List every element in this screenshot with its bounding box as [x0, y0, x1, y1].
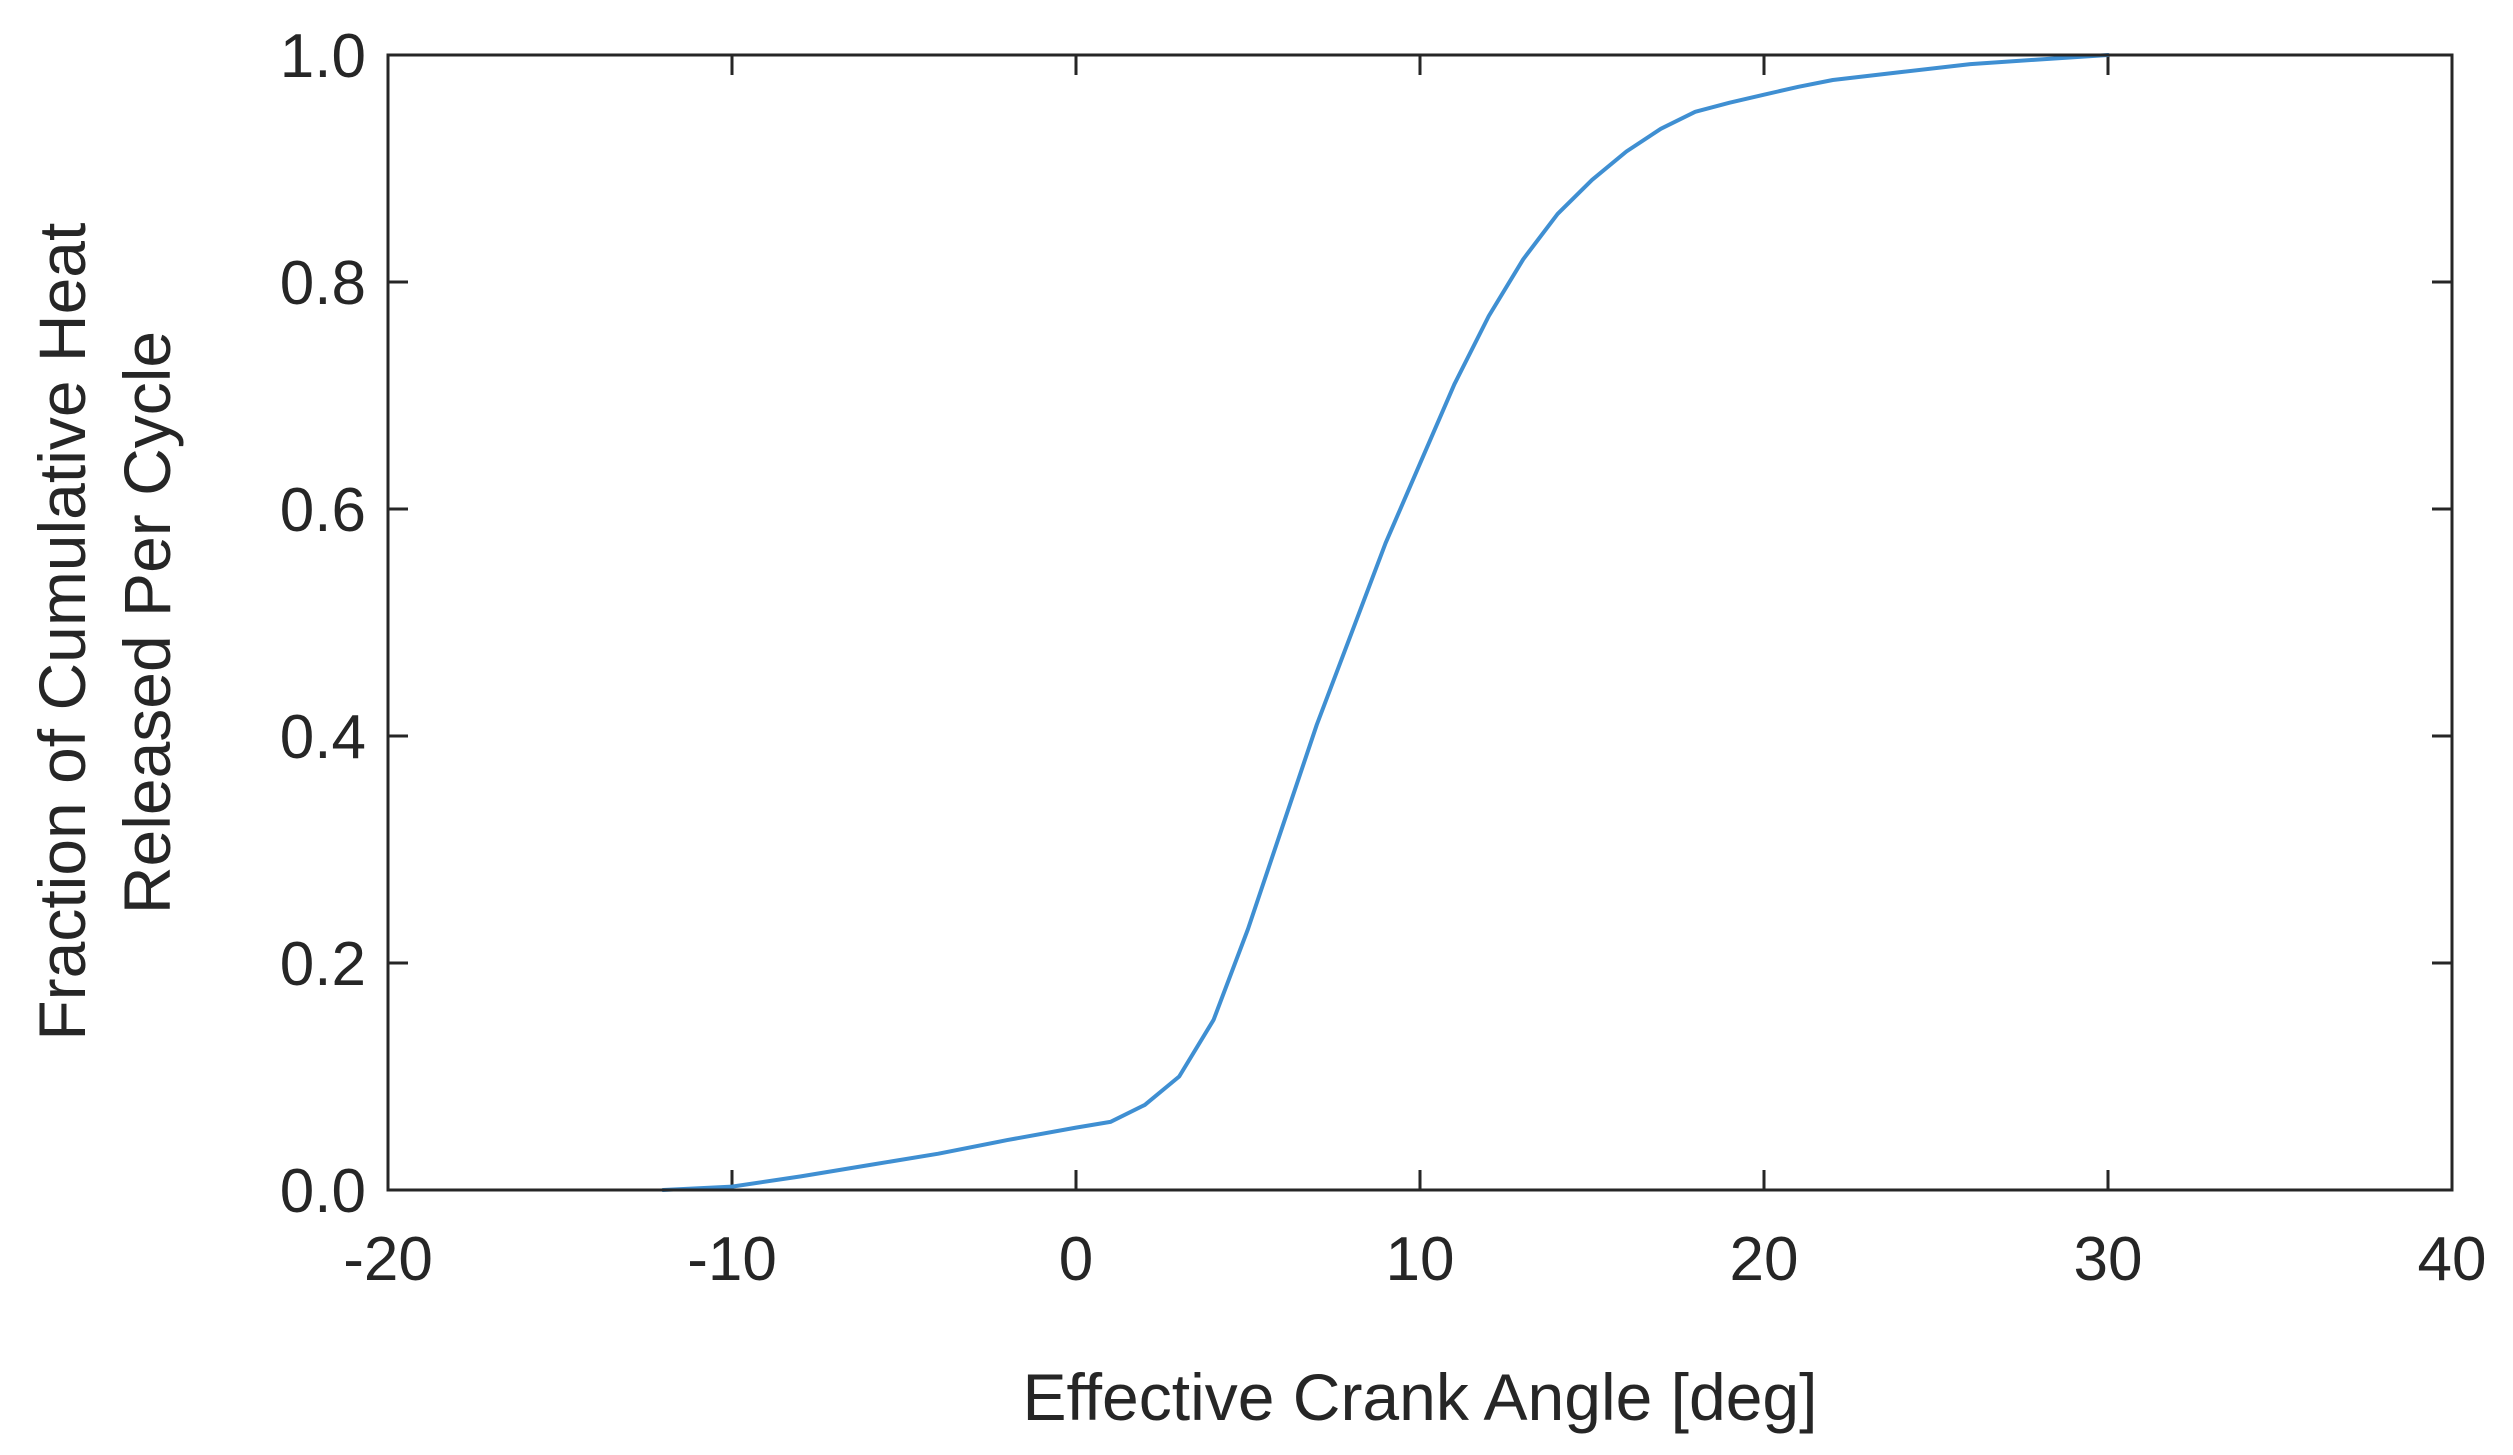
x-tick-labels: -20 -10 0 10 20 30 40 [343, 1225, 2486, 1294]
y-axis-title-line-2: Released Per Cycle [110, 331, 184, 914]
y-tick-label: 0.2 [280, 930, 366, 999]
y-tick-label: 0.6 [280, 476, 366, 545]
y-tick-labels: 0.0 0.2 0.4 0.6 0.8 1.0 [280, 22, 366, 1226]
plot-frame [386, 53, 2454, 1192]
series-layer [661, 53, 2110, 1192]
series-line-0 [661, 53, 2110, 1192]
x-axis-title: Effective Crank Angle [deg] [1023, 1360, 1818, 1434]
y-tick-label: 0.8 [280, 249, 366, 318]
x-tick-label: 0 [1059, 1225, 1093, 1294]
y-tick-label: 0.4 [280, 703, 366, 772]
y-axis-title: Fraction of Cumulative Heat Released Per… [25, 204, 184, 1040]
y-tick-label: 0.0 [280, 1157, 366, 1226]
x-tick-label: 20 [1730, 1225, 1799, 1294]
x-tick-label: 40 [2418, 1225, 2487, 1294]
x-tick-label: 30 [2074, 1225, 2143, 1294]
y-axis-title-line-1: Fraction of Cumulative Heat [25, 223, 99, 1041]
x-tick-label: -20 [343, 1225, 433, 1294]
x-tick-label: 10 [1386, 1225, 1455, 1294]
x-tick-label: -10 [687, 1225, 777, 1294]
y-tick-label: 1.0 [280, 22, 366, 91]
